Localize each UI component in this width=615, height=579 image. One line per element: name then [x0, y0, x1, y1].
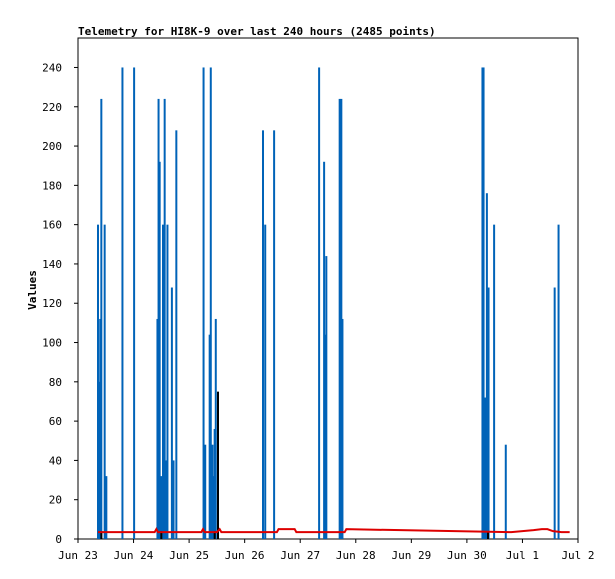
data-spike [160, 476, 163, 539]
data-spike [105, 476, 108, 539]
x-tick-label: Jun 27 [280, 549, 320, 562]
data-spike [97, 224, 99, 539]
data-spike [482, 67, 485, 540]
data-spike [318, 67, 321, 540]
data-spike [557, 224, 560, 539]
y-tick-label: 220 [42, 101, 62, 114]
data-spike [273, 130, 276, 539]
data-spike [100, 98, 103, 539]
data-spike [175, 130, 178, 539]
data-spike [157, 98, 160, 539]
data-spike [156, 318, 159, 539]
series-1 [100, 391, 489, 539]
data-spike [213, 428, 216, 539]
data-spike [160, 531, 163, 539]
y-tick-label: 20 [49, 494, 62, 507]
x-tick-label: Jun 26 [225, 549, 265, 562]
data-spike [341, 318, 344, 539]
y-tick-label: 80 [49, 376, 62, 389]
y-axis: 0 20 40 60 80 100 120 140 160 180 200 220 240 [42, 61, 78, 546]
series-2 [98, 527, 570, 534]
y-tick-label: 100 [42, 337, 62, 350]
plot-area [77, 37, 579, 540]
data-spike [202, 67, 205, 540]
data-line [98, 527, 570, 534]
data-spike [204, 444, 207, 539]
data-spike [170, 287, 173, 539]
y-tick-label: 40 [49, 454, 62, 467]
x-tick-label: Jun 29 [391, 549, 431, 562]
data-spike [487, 531, 489, 539]
data-spike [262, 130, 264, 539]
data-spike [166, 224, 169, 539]
data-spike [214, 318, 217, 539]
data-spike [172, 460, 175, 539]
data-spike [121, 67, 124, 540]
x-tick-label: Jun 24 [114, 549, 154, 562]
data-spike [493, 224, 496, 539]
data-spike [340, 98, 343, 539]
data-spike [504, 444, 507, 539]
x-axis: Jun 23 Jun 24 Jun 25 Jun 26 Jun 27 Jun 28 Jun … [58, 539, 595, 562]
data-spike [99, 318, 102, 539]
x-tick-label: Jun 23 [58, 549, 98, 562]
y-tick-label: 0 [55, 533, 62, 546]
data-spike [323, 161, 326, 539]
data-spike [324, 334, 327, 539]
data-spike [338, 98, 341, 539]
data-spike [158, 161, 161, 539]
y-tick-label: 120 [42, 297, 62, 310]
data-spike [103, 224, 106, 539]
data-spike [133, 67, 136, 540]
data-spike [481, 67, 484, 540]
x-tick-label: Jun 28 [336, 549, 376, 562]
data-spike [487, 287, 490, 539]
data-spike [163, 98, 166, 539]
x-tick-label: Jun 30 [447, 549, 487, 562]
y-tick-label: 60 [49, 415, 62, 428]
x-tick-label: Jul 2 [561, 549, 594, 562]
y-tick-label: 140 [42, 258, 62, 271]
y-tick-label: 200 [42, 140, 62, 153]
data-spike [553, 287, 556, 539]
data-series [97, 67, 570, 540]
data-spike [98, 381, 101, 539]
data-spike [485, 193, 488, 539]
data-spike [325, 256, 328, 539]
chart-title: Telemetry for HI8K-9 over last 240 hours… [78, 25, 436, 38]
data-spike [212, 476, 215, 539]
data-spike [213, 531, 216, 539]
y-tick-label: 240 [42, 61, 62, 74]
y-tick-label: 160 [42, 219, 62, 232]
data-spike [208, 334, 211, 539]
y-axis-label: Values [26, 270, 39, 310]
data-spike [484, 397, 487, 539]
data-spike [209, 67, 212, 540]
x-tick-label: Jul 1 [506, 549, 539, 562]
series-0 [97, 67, 560, 540]
data-spike [217, 391, 219, 539]
x-tick-label: Jun 25 [169, 549, 209, 562]
data-spike [211, 444, 214, 539]
data-spike [164, 460, 167, 539]
data-spike [100, 531, 103, 539]
data-spike [162, 224, 164, 539]
y-tick-label: 180 [42, 179, 62, 192]
data-spike [264, 224, 267, 539]
